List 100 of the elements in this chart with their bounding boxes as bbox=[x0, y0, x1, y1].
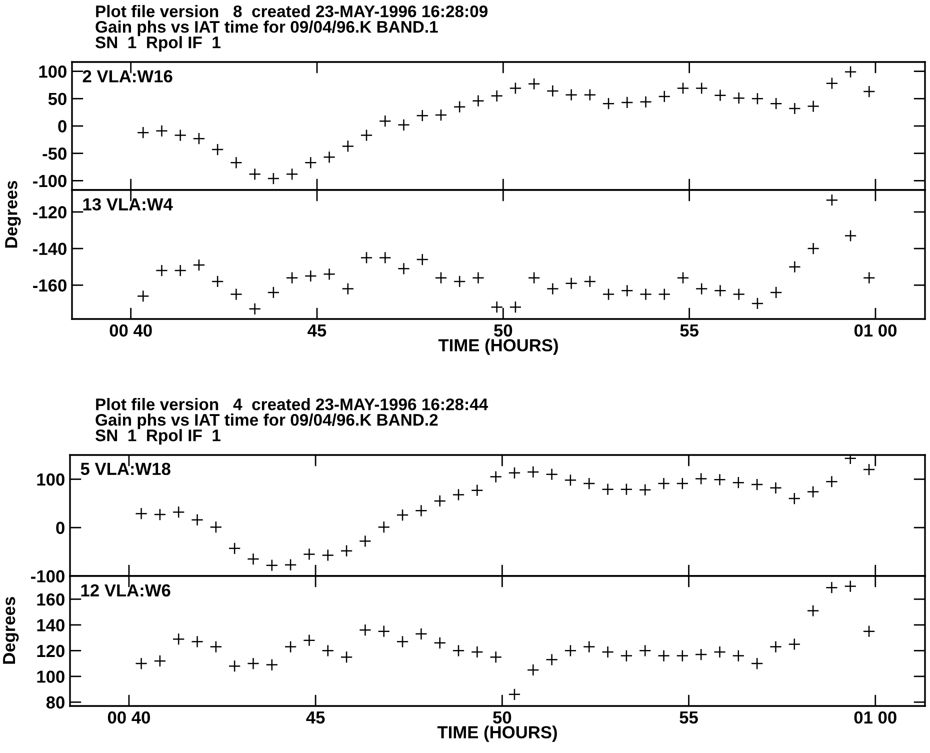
y-tick-label: 100 bbox=[37, 670, 64, 683]
point bbox=[378, 625, 390, 638]
point bbox=[453, 100, 466, 114]
point bbox=[359, 534, 372, 548]
point bbox=[565, 88, 578, 101]
point bbox=[582, 477, 596, 490]
x-tick-label: 50 bbox=[494, 324, 512, 337]
point bbox=[434, 272, 448, 284]
point bbox=[658, 477, 670, 490]
point bbox=[694, 648, 708, 661]
x-tick-label: 45 bbox=[306, 712, 325, 724]
point bbox=[323, 268, 336, 280]
point bbox=[304, 156, 317, 169]
annotation: 13 VLA:W4 bbox=[83, 198, 173, 211]
point bbox=[732, 92, 746, 104]
point bbox=[342, 282, 354, 295]
point bbox=[806, 486, 820, 498]
point bbox=[602, 483, 614, 496]
x-tick-label: 55 bbox=[680, 712, 698, 724]
point bbox=[620, 96, 634, 109]
point bbox=[750, 478, 764, 491]
point bbox=[191, 514, 204, 526]
point bbox=[658, 650, 670, 662]
point bbox=[658, 90, 671, 103]
point bbox=[732, 476, 745, 489]
point bbox=[303, 548, 316, 560]
point bbox=[788, 492, 801, 505]
point bbox=[714, 646, 726, 658]
point bbox=[323, 151, 336, 164]
point bbox=[658, 288, 671, 300]
point bbox=[434, 636, 446, 650]
annotation: 5 VLA:W18 bbox=[80, 462, 170, 476]
x-tick-label: 55 bbox=[680, 324, 698, 337]
point bbox=[470, 646, 484, 658]
x-tick-label: 50 bbox=[493, 711, 512, 724]
point bbox=[378, 252, 392, 264]
point bbox=[192, 258, 206, 272]
point bbox=[640, 288, 652, 300]
point bbox=[267, 286, 280, 299]
x-tick-label: 01 00 bbox=[854, 711, 896, 724]
point bbox=[565, 277, 578, 290]
x-tick-label: 00 40 bbox=[110, 324, 152, 337]
point bbox=[396, 508, 409, 522]
y-axis-title: Degrees bbox=[3, 597, 19, 664]
point bbox=[191, 635, 204, 648]
point bbox=[322, 549, 334, 562]
y-tick-label: -160 bbox=[33, 279, 66, 292]
y-tick-label: -100 bbox=[31, 570, 64, 582]
point bbox=[602, 646, 614, 658]
point bbox=[416, 253, 429, 266]
point bbox=[676, 82, 690, 94]
point bbox=[546, 468, 558, 481]
point bbox=[826, 475, 838, 488]
point bbox=[452, 488, 465, 501]
point bbox=[526, 466, 540, 478]
point bbox=[490, 90, 504, 102]
point bbox=[770, 286, 782, 299]
point bbox=[415, 628, 428, 640]
chart-subtitle: Gain phs vs IAT time for 09/04/96.K BAND.1 SN 1 Rpol IF 1 bbox=[95, 20, 438, 52]
point bbox=[210, 640, 222, 653]
point bbox=[172, 506, 185, 518]
point bbox=[732, 650, 745, 662]
point bbox=[266, 559, 278, 572]
point bbox=[230, 288, 242, 300]
y-tick-label: 0 bbox=[58, 120, 66, 132]
point bbox=[136, 126, 150, 139]
point bbox=[806, 604, 820, 617]
point bbox=[434, 108, 448, 122]
point bbox=[135, 657, 148, 670]
point bbox=[694, 472, 708, 485]
y-tick-label: -100 bbox=[33, 174, 66, 188]
point bbox=[154, 654, 166, 668]
y-tick-label: 100 bbox=[39, 65, 66, 78]
point bbox=[862, 625, 876, 638]
point bbox=[695, 282, 708, 295]
point bbox=[359, 624, 372, 636]
point bbox=[378, 520, 390, 534]
point bbox=[584, 88, 596, 101]
point bbox=[750, 657, 764, 670]
y-tick-label: 100 bbox=[37, 473, 64, 486]
point bbox=[638, 484, 652, 496]
y-tick-label: 50 bbox=[48, 92, 66, 106]
point bbox=[508, 688, 521, 701]
point bbox=[174, 264, 187, 277]
point bbox=[826, 194, 838, 206]
x-tick-label: 00 40 bbox=[108, 711, 150, 724]
x-axis-title: TIME (HOURS) bbox=[437, 726, 557, 742]
point bbox=[398, 118, 410, 132]
point bbox=[546, 653, 558, 666]
point bbox=[770, 482, 782, 494]
point bbox=[340, 544, 353, 558]
point bbox=[509, 300, 522, 314]
point bbox=[620, 650, 633, 662]
point bbox=[360, 252, 373, 264]
point bbox=[582, 640, 596, 653]
chart-title: Plot file version 4 created 23-MAY-1996 16:28:44 bbox=[96, 398, 488, 410]
point bbox=[526, 664, 540, 676]
point bbox=[304, 270, 317, 282]
point bbox=[732, 288, 746, 300]
point bbox=[788, 102, 801, 115]
